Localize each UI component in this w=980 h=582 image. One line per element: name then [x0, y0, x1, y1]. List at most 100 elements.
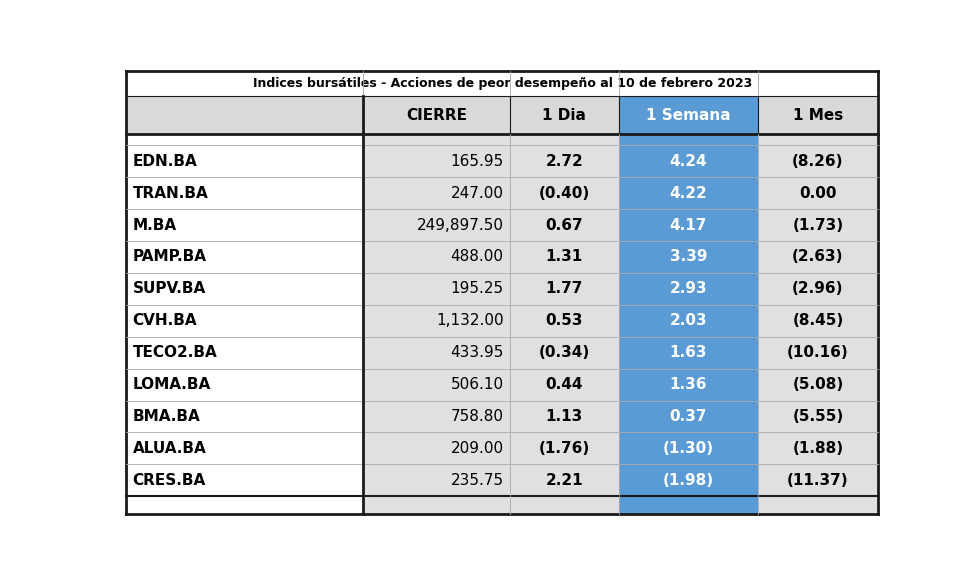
Text: Indices bursátiles - Acciones de peor desempeño al 10 de febrero 2023: Indices bursátiles - Acciones de peor de…: [253, 77, 752, 90]
Bar: [126, 368, 364, 400]
Text: (1.88): (1.88): [793, 441, 844, 456]
Text: 1,132.00: 1,132.00: [436, 313, 504, 328]
Text: BMA.BA: BMA.BA: [132, 409, 200, 424]
Text: ALUA.BA: ALUA.BA: [132, 441, 207, 456]
Text: 235.75: 235.75: [451, 473, 504, 488]
Bar: [510, 178, 618, 209]
Bar: [510, 241, 618, 273]
Text: CVH.BA: CVH.BA: [132, 313, 197, 328]
Text: 209.00: 209.00: [451, 441, 504, 456]
Bar: [758, 400, 878, 432]
Text: 2.72: 2.72: [546, 154, 583, 169]
Text: 1.36: 1.36: [669, 377, 707, 392]
Bar: [758, 146, 878, 178]
Bar: [758, 209, 878, 241]
Bar: [364, 400, 510, 432]
Bar: [510, 432, 618, 464]
Bar: [510, 400, 618, 432]
Bar: [126, 464, 364, 496]
Text: 1.77: 1.77: [546, 281, 583, 296]
Bar: [364, 209, 510, 241]
Text: 4.17: 4.17: [669, 218, 707, 233]
Text: (1.30): (1.30): [662, 441, 713, 456]
Bar: [364, 178, 510, 209]
Bar: [126, 305, 364, 337]
Bar: [510, 96, 618, 134]
Text: 3.39: 3.39: [669, 250, 707, 264]
Text: CIERRE: CIERRE: [406, 108, 467, 123]
Bar: [758, 134, 878, 146]
Text: 2.03: 2.03: [669, 313, 708, 328]
Bar: [364, 432, 510, 464]
Text: 758.80: 758.80: [451, 409, 504, 424]
Text: 1.13: 1.13: [546, 409, 583, 424]
Text: (8.26): (8.26): [792, 154, 844, 169]
Bar: [758, 464, 878, 496]
Text: (10.16): (10.16): [787, 345, 849, 360]
Text: 2.21: 2.21: [546, 473, 583, 488]
Text: 1.31: 1.31: [546, 250, 583, 264]
Text: (1.73): (1.73): [793, 218, 844, 233]
Text: 0.44: 0.44: [546, 377, 583, 392]
Bar: [618, 400, 758, 432]
Bar: [364, 464, 510, 496]
Bar: [510, 273, 618, 305]
Text: 1 Dia: 1 Dia: [542, 108, 586, 123]
Bar: [618, 134, 758, 146]
Bar: [510, 464, 618, 496]
Text: (5.08): (5.08): [793, 377, 844, 392]
Text: 0.00: 0.00: [800, 186, 837, 201]
Text: (2.96): (2.96): [792, 281, 844, 296]
Bar: [510, 496, 618, 514]
Text: 195.25: 195.25: [451, 281, 504, 296]
Bar: [364, 134, 510, 146]
Text: CRES.BA: CRES.BA: [132, 473, 206, 488]
Bar: [126, 400, 364, 432]
Bar: [618, 178, 758, 209]
Bar: [618, 368, 758, 400]
Text: M.BA: M.BA: [132, 218, 176, 233]
Bar: [126, 496, 364, 514]
Bar: [618, 146, 758, 178]
Bar: [126, 134, 364, 146]
Bar: [758, 305, 878, 337]
Text: PAMP.BA: PAMP.BA: [132, 250, 207, 264]
Text: 0.67: 0.67: [546, 218, 583, 233]
Bar: [126, 241, 364, 273]
Bar: [364, 496, 510, 514]
Bar: [510, 146, 618, 178]
Text: (0.34): (0.34): [539, 345, 590, 360]
Bar: [758, 432, 878, 464]
Text: LOMA.BA: LOMA.BA: [132, 377, 211, 392]
Bar: [618, 464, 758, 496]
Text: 2.93: 2.93: [669, 281, 708, 296]
Bar: [758, 241, 878, 273]
Bar: [618, 496, 758, 514]
Text: TRAN.BA: TRAN.BA: [132, 186, 209, 201]
Text: 1 Mes: 1 Mes: [793, 108, 843, 123]
Text: 249,897.50: 249,897.50: [416, 218, 504, 233]
Text: (0.40): (0.40): [539, 186, 590, 201]
Bar: [618, 337, 758, 368]
Bar: [510, 368, 618, 400]
Text: 4.24: 4.24: [669, 154, 708, 169]
Text: 1 Semana: 1 Semana: [646, 108, 731, 123]
Bar: [364, 273, 510, 305]
Bar: [126, 273, 364, 305]
Text: 247.00: 247.00: [451, 186, 504, 201]
Bar: [618, 209, 758, 241]
Bar: [126, 209, 364, 241]
Text: TECO2.BA: TECO2.BA: [132, 345, 218, 360]
Bar: [758, 496, 878, 514]
Text: EDN.BA: EDN.BA: [132, 154, 197, 169]
Bar: [510, 209, 618, 241]
Bar: [510, 305, 618, 337]
Bar: [758, 178, 878, 209]
Bar: [510, 134, 618, 146]
Bar: [126, 72, 878, 96]
Text: 165.95: 165.95: [451, 154, 504, 169]
Bar: [364, 337, 510, 368]
Text: (1.98): (1.98): [662, 473, 713, 488]
Bar: [618, 273, 758, 305]
Bar: [618, 96, 758, 134]
